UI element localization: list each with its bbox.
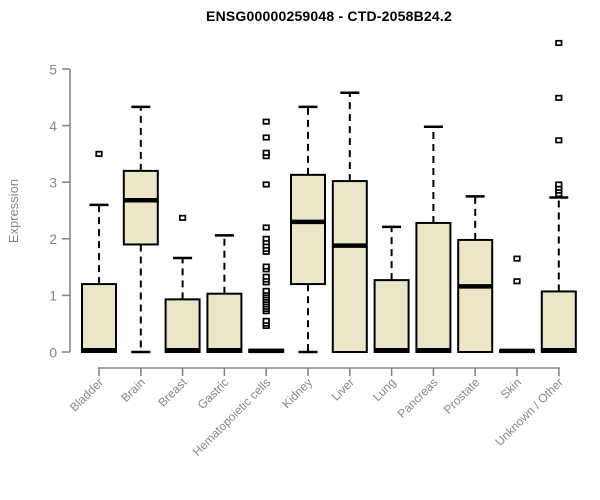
x-tick-label: Hematopoietic cells (190, 375, 273, 458)
x-tick-label: Brain (118, 375, 148, 405)
y-axis (62, 68, 71, 353)
y-tick-label: 3 (49, 175, 57, 191)
iqr-box (373, 279, 410, 354)
x-tick-label: Prostate (441, 375, 483, 417)
box-breast (164, 214, 201, 353)
iqr-box (81, 283, 117, 353)
iqr-box (457, 238, 494, 354)
box-lung (373, 225, 410, 354)
x-tick-label: Gastric (195, 375, 232, 412)
y-tick-label: 4 (49, 118, 57, 134)
box-skin (499, 255, 535, 354)
outlier-point (262, 273, 270, 280)
y-tick-label: 0 (49, 344, 57, 360)
iqr-box (540, 290, 577, 353)
outlier-point (262, 235, 270, 242)
y-tick-labels: 0 1 2 3 4 5 (49, 61, 57, 360)
outlier-point (262, 263, 270, 270)
outlier-point (555, 39, 563, 47)
box-prostate (457, 195, 494, 354)
outlier-point (262, 287, 270, 294)
box-kidney (290, 105, 326, 354)
x-tick-label: Skin (498, 375, 524, 401)
y-tick-label: 2 (49, 231, 57, 247)
iqr-box (206, 292, 243, 353)
x-tick-label: Breast (155, 375, 190, 410)
box-bladder (81, 150, 117, 353)
x-tick-label: Kidney (279, 375, 315, 411)
x-tick-label: Pancreas (395, 375, 441, 421)
box-hematopoietic-cells (248, 118, 285, 354)
box-unknown-other (540, 39, 577, 353)
y-tick-label: 5 (49, 61, 57, 77)
box-pancreas (415, 125, 452, 353)
box-brain (122, 105, 159, 354)
box-liver (331, 91, 368, 353)
outlier-point (262, 134, 270, 141)
box-gastric (206, 234, 243, 353)
x-axis (98, 367, 560, 376)
iqr-box (164, 298, 201, 353)
outlier-point (513, 255, 521, 262)
iqr-box (415, 221, 452, 353)
outlier-point (262, 118, 270, 125)
x-tick-label: Lung (370, 375, 399, 404)
outlier-point (555, 181, 563, 188)
outlier-point (179, 214, 187, 221)
iqr-box (122, 169, 159, 246)
x-tick-label: Bladder (67, 375, 106, 414)
iqr-box (290, 173, 326, 286)
outlier-point (262, 181, 270, 188)
y-tick-label: 1 (49, 288, 57, 304)
chart-title: ENSG00000259048 - CTD-2058B24.2 (206, 8, 452, 24)
outlier-point (262, 224, 270, 231)
iqr-box (331, 180, 368, 353)
outlier-point (555, 94, 563, 101)
outlier-point (95, 150, 103, 157)
outlier-point (262, 149, 270, 156)
x-tick-label: Liver (329, 375, 357, 403)
outlier-point (513, 278, 521, 285)
outlier-point (262, 317, 270, 324)
outlier-point (555, 137, 563, 144)
